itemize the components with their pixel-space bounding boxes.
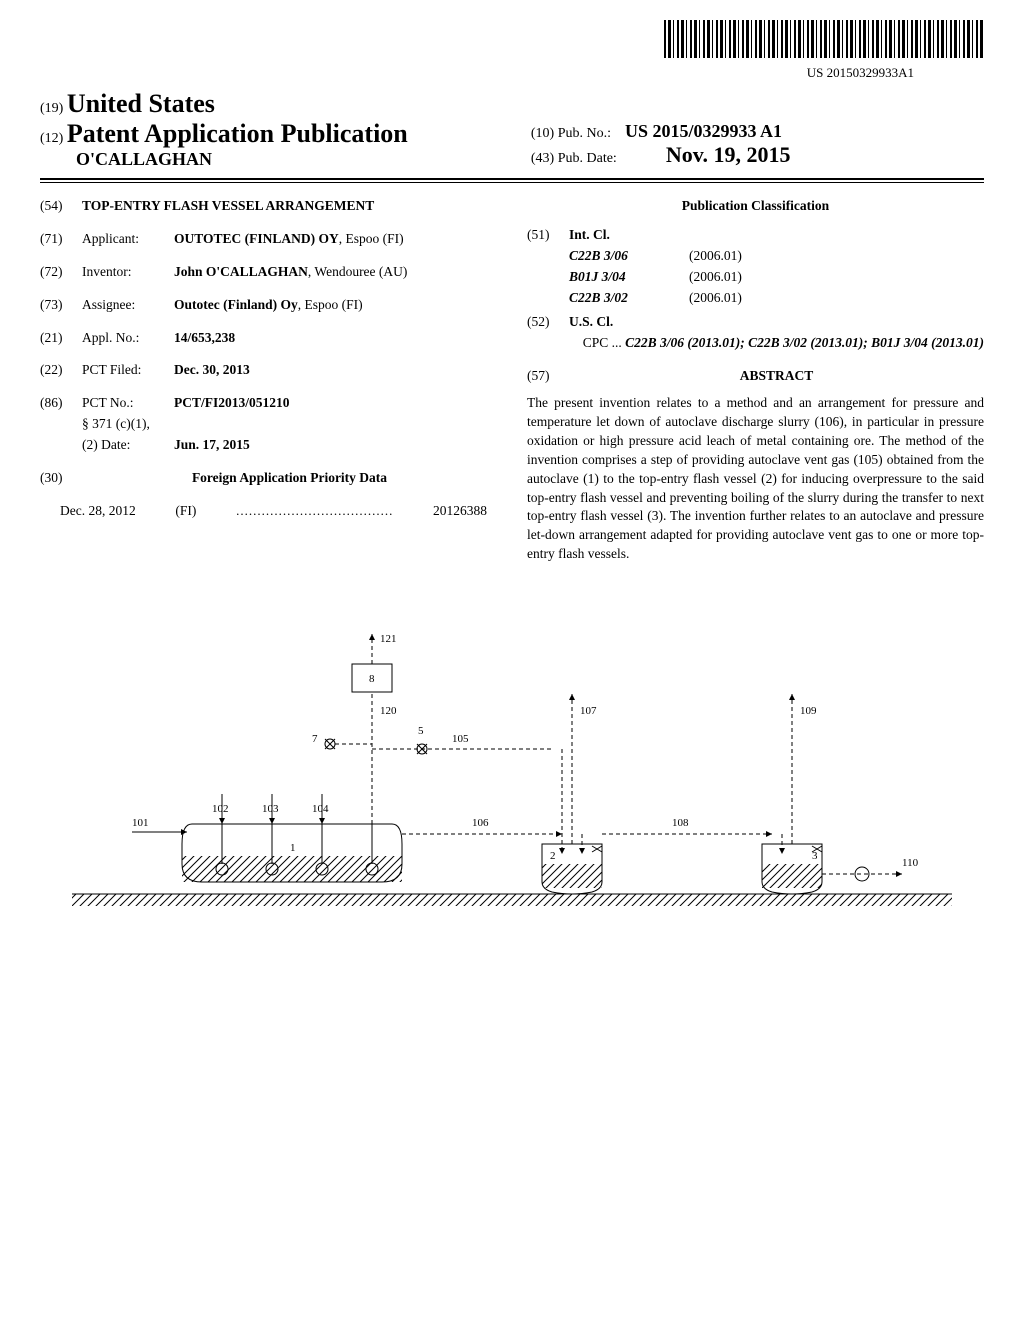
assignee-code: (73): [40, 296, 82, 315]
fig-label-101: 101: [132, 817, 149, 829]
title-code: (54): [40, 197, 82, 216]
header-rule-thin: [40, 182, 984, 183]
fig-label-105: 105: [452, 733, 469, 745]
applicant-code: (71): [40, 230, 82, 249]
sec371-date-label: (2) Date:: [82, 436, 174, 455]
fig-label-102: 102: [212, 803, 229, 815]
sec371-date: Jun. 17, 2015: [174, 437, 250, 452]
priority-no: 20126388: [433, 502, 487, 521]
figure-area: 1 101 102 103 104 8 121 120 7: [40, 594, 984, 919]
pub-date: Nov. 19, 2015: [666, 142, 791, 167]
us-cl-label: U.S. Cl.: [569, 314, 613, 329]
barcode-graphic: [664, 20, 984, 58]
fig-label-1: 1: [290, 842, 296, 854]
assignee-label: Assignee:: [82, 296, 174, 315]
cpc-label: CPC: [583, 335, 609, 350]
applicant-label: Applicant:: [82, 230, 174, 249]
pct-no-code: (86): [40, 394, 82, 413]
applicant-name: OUTOTEC (FINLAND) OY: [174, 231, 339, 246]
appl-label: Appl. No.:: [82, 329, 174, 348]
pct-filed-code: (22): [40, 361, 82, 380]
pub-type-code: (12): [40, 131, 63, 146]
appl-no: 14/653,238: [174, 330, 235, 345]
inventor-name: John O'CALLAGHAN: [174, 264, 308, 279]
header-rule-thick: [40, 178, 984, 180]
barcode-section: US 20150329933A1: [40, 20, 984, 81]
int-cl-code: (51): [527, 226, 569, 245]
inventor-loc: , Wendouree (AU): [308, 264, 408, 279]
priority-code: (30): [40, 469, 82, 488]
applicant-loc: , Espoo (FI): [339, 231, 404, 246]
pct-filed-label: PCT Filed:: [82, 361, 174, 380]
class-ver-2: (2006.01): [689, 289, 742, 308]
pub-date-label: Pub. Date:: [558, 151, 617, 166]
pub-no: US 2015/0329933 A1: [625, 121, 782, 141]
fig-label-106: 106: [472, 817, 489, 829]
cpc-codes: C22B 3/06 (2013.01); C22B 3/02 (2013.01)…: [625, 335, 984, 350]
patent-figure: 1 101 102 103 104 8 121 120 7: [72, 594, 952, 914]
biblio-columns: (54) TOP-ENTRY FLASH VESSEL ARRANGEMENT …: [40, 197, 984, 564]
country-code: (19): [40, 101, 63, 116]
pub-type: Patent Application Publication: [67, 119, 408, 148]
inventor-code: (72): [40, 263, 82, 282]
fig-label-121: 121: [380, 633, 397, 645]
inventor-label: Inventor:: [82, 263, 174, 282]
fig-label-104: 104: [312, 803, 329, 815]
fig-label-103: 103: [262, 803, 279, 815]
priority-title: Foreign Application Priority Data: [82, 469, 497, 488]
fig-label-108: 108: [672, 817, 689, 829]
invention-title: TOP-ENTRY FLASH VESSEL ARRANGEMENT: [82, 197, 374, 216]
int-cl-label: Int. Cl.: [569, 227, 610, 242]
abstract-text: The present invention relates to a metho…: [527, 394, 984, 564]
priority-date: Dec. 28, 2012: [60, 502, 136, 521]
sec371-label: § 371 (c)(1),: [82, 415, 150, 434]
class-code-1: B01J 3/04: [569, 268, 689, 287]
pub-no-code: (10): [531, 126, 554, 141]
appl-code: (21): [40, 329, 82, 348]
abstract-code: (57): [527, 367, 569, 386]
cpc-dots: ...: [612, 335, 622, 350]
class-code-0: C22B 3/06: [569, 247, 689, 266]
pct-no-label: PCT No.:: [82, 394, 174, 413]
header-left: (19) United States (12) Patent Applicati…: [40, 89, 493, 170]
pub-class-title: Publication Classification: [527, 197, 984, 216]
fig-label-2: 2: [550, 850, 556, 862]
pub-no-label: Pub. No.:: [558, 126, 611, 141]
fig-label-8: 8: [369, 673, 375, 685]
class-code-2: C22B 3/02: [569, 289, 689, 308]
priority-dots: .....................................: [236, 502, 393, 521]
fig-label-7: 7: [312, 733, 318, 745]
author-name: O'CALLAGHAN: [76, 149, 493, 170]
fig-label-5: 5: [418, 725, 424, 737]
fig-label-109: 109: [800, 705, 817, 717]
pct-no: PCT/FI2013/051210: [174, 395, 290, 410]
left-column: (54) TOP-ENTRY FLASH VESSEL ARRANGEMENT …: [40, 197, 497, 564]
class-ver-1: (2006.01): [689, 268, 742, 287]
header-right: (10) Pub. No.: US 2015/0329933 A1 (43) P…: [531, 89, 984, 168]
right-column: Publication Classification (51) Int. Cl.…: [527, 197, 984, 564]
fig-label-120: 120: [380, 705, 397, 717]
country-name: United States: [67, 89, 215, 118]
abstract-label: ABSTRACT: [569, 367, 984, 386]
pct-filed-date: Dec. 30, 2013: [174, 362, 250, 377]
fig-label-110: 110: [902, 857, 919, 869]
priority-country: (FI): [175, 502, 196, 521]
class-ver-0: (2006.01): [689, 247, 742, 266]
us-cl-code: (52): [527, 313, 569, 332]
fig-label-107: 107: [580, 705, 597, 717]
barcode-text: US 20150329933A1: [40, 65, 914, 81]
assignee-loc: , Espoo (FI): [298, 297, 363, 312]
assignee-name: Outotec (Finland) Oy: [174, 297, 298, 312]
pub-date-code: (43): [531, 151, 554, 166]
